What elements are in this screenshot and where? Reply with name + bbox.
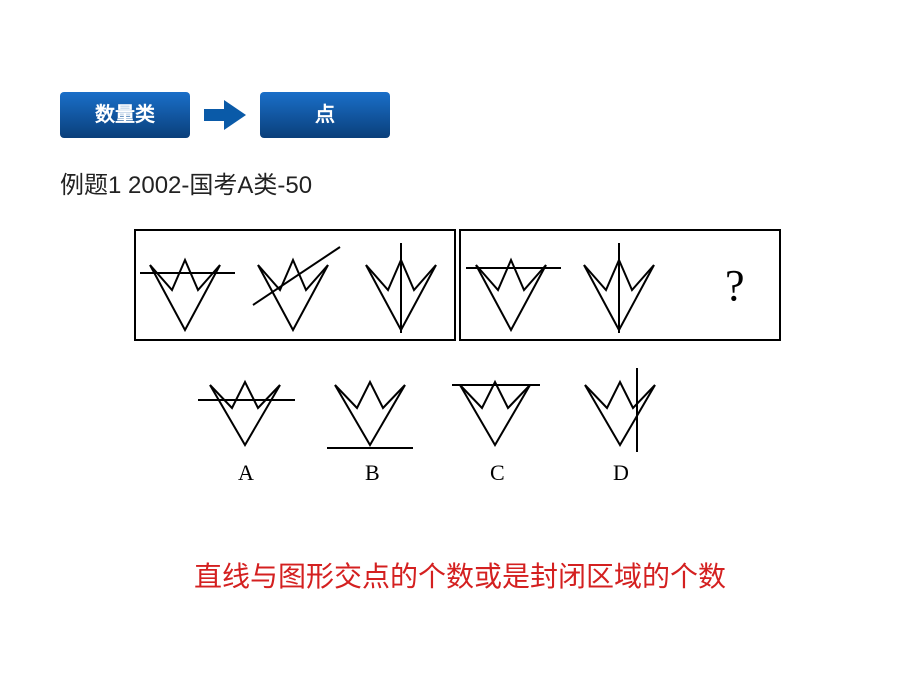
tag-row: 数量类 点 bbox=[60, 90, 390, 140]
fig-L1 bbox=[140, 260, 235, 330]
box-left bbox=[135, 230, 455, 340]
tag-point: 点 bbox=[260, 92, 390, 138]
option-label-A: A bbox=[238, 460, 254, 485]
fig-L2 bbox=[253, 247, 340, 330]
fig-L3 bbox=[366, 243, 436, 333]
option-label-B: B bbox=[365, 460, 380, 485]
arrow-icon bbox=[190, 98, 260, 132]
option-label-D: D bbox=[613, 460, 629, 485]
fig-R1 bbox=[466, 260, 561, 330]
option-C-fig bbox=[452, 382, 540, 445]
fig-R2 bbox=[584, 243, 654, 333]
option-B-fig bbox=[327, 382, 413, 448]
slide: 数量类 点 例题1 2002-国考A类-50 bbox=[0, 0, 920, 690]
tag-quantity: 数量类 bbox=[60, 92, 190, 138]
option-A-fig bbox=[198, 382, 295, 445]
arrow-shape bbox=[204, 100, 246, 130]
question-mark: ? bbox=[725, 261, 745, 310]
question-title: 例题1 2002-国考A类-50 bbox=[60, 165, 312, 200]
option-D-fig bbox=[585, 368, 655, 452]
option-label-C: C bbox=[490, 460, 505, 485]
question-figure: ? bbox=[130, 225, 790, 500]
hint-text: 直线与图形交点的个数或是封闭区域的个数 bbox=[0, 555, 920, 595]
